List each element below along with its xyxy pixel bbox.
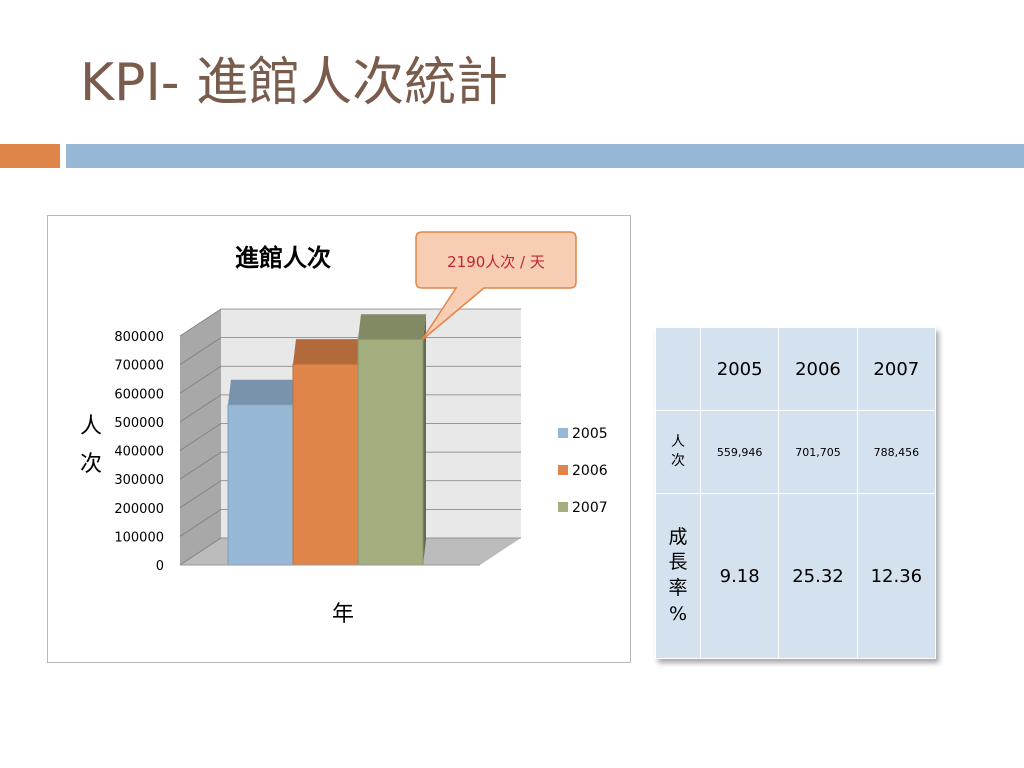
visitors-value: 788,456	[856, 410, 937, 494]
growth-value: 9.18	[699, 493, 780, 659]
gridline-side	[179, 509, 222, 537]
accent-bar-blue	[66, 144, 1024, 168]
y-tick-label: 200000	[114, 502, 164, 517]
gridline-side	[179, 365, 222, 394]
bar-top-face	[293, 339, 361, 365]
bar-front-face	[292, 363, 359, 566]
y-axis-label: 人	[80, 414, 102, 439]
visitors-value: 559,946	[699, 410, 780, 494]
row-label-char: 次	[671, 453, 685, 469]
table-corner-cell	[655, 327, 701, 411]
chart-title: 進館人次	[235, 244, 331, 272]
gridline-side	[179, 537, 222, 566]
bar-2006	[292, 339, 361, 566]
row-label-char: 率	[668, 577, 688, 599]
callout-bubble	[415, 231, 577, 341]
legend-label: 2007	[572, 500, 608, 516]
bar-2007	[357, 314, 426, 566]
row-label-char: 成	[668, 525, 688, 548]
y-tick-label: 300000	[114, 473, 164, 488]
gridline-side	[179, 480, 222, 509]
bar-front-face	[227, 404, 294, 566]
gridline-side	[179, 423, 222, 451]
kpi-table: 2005 2006 2007 人 次 559,946 701,705 788,4…	[655, 327, 937, 659]
legend-swatch	[558, 465, 568, 475]
y-tick-label: 800000	[114, 330, 164, 345]
growth-value: 12.36	[856, 493, 937, 659]
bar-2005	[227, 379, 296, 566]
gridline-side	[179, 337, 222, 365]
table-header-row: 2005 2006 2007	[655, 327, 937, 411]
row-label-char: %	[668, 602, 688, 625]
table-row-growth: 成 長 率 % 9.18 25.32 12.36	[655, 493, 937, 659]
table-row-visitors: 人 次 559,946 701,705 788,456	[655, 410, 937, 494]
gridline-side	[179, 451, 222, 480]
legend-swatch	[558, 502, 568, 512]
row-label-growth: 成 長 率 %	[655, 493, 701, 659]
y-tick-label: 600000	[114, 387, 164, 402]
y-tick-label: 500000	[114, 416, 164, 431]
row-label-char: 長	[668, 551, 688, 574]
legend-swatch	[558, 428, 568, 438]
table-year-cell: 2007	[856, 327, 937, 411]
callout-text: 2190人次 / 天	[447, 253, 545, 271]
slide-title: KPI- 進館人次統計	[80, 53, 509, 113]
legend-label: 2005	[572, 426, 608, 442]
gridline-side	[179, 394, 222, 423]
visitors-value: 701,705	[778, 410, 858, 494]
growth-value: 25.32	[778, 493, 858, 659]
accent-bar-orange	[0, 144, 60, 168]
y-axis-label: 次	[80, 452, 102, 477]
gridline-side	[179, 308, 222, 337]
y-tick-label: 0	[156, 559, 164, 574]
table-year-cell: 2005	[699, 327, 780, 411]
row-label-visitors: 人 次	[655, 410, 701, 494]
bar-chart: 0 100000 200000 300000 400000 500000 600000 700…	[80, 231, 608, 627]
row-label-char: 人	[671, 434, 685, 451]
bar-top-face	[358, 314, 426, 340]
legend-label: 2006	[572, 463, 608, 479]
bar-front-face	[357, 338, 424, 566]
table-year-cell: 2006	[778, 327, 858, 411]
chart-frame: 0 100000 200000 300000 400000 500000 600000 700…	[47, 215, 631, 663]
bar-side-face	[423, 314, 426, 565]
y-tick-label: 400000	[114, 445, 164, 460]
y-tick-label: 100000	[114, 530, 164, 545]
y-tick-label: 700000	[114, 359, 164, 374]
bar-top-face	[228, 379, 296, 405]
x-axis-label: 年	[332, 602, 354, 627]
